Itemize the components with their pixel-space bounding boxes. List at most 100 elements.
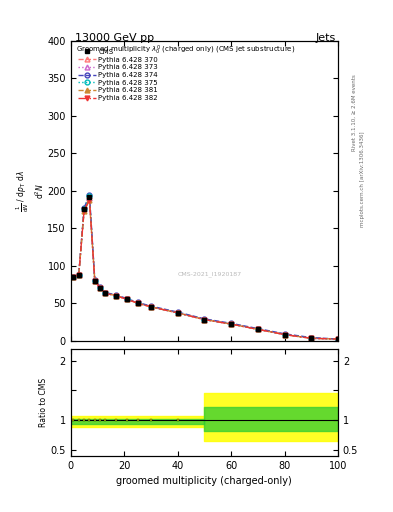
Pythia 6.428 382 <box>103 290 108 296</box>
Pythia 6.428 374 <box>76 271 81 278</box>
Legend: CMS, Pythia 6.428 370, Pythia 6.428 373, Pythia 6.428 374, Pythia 6.428 375, Pyt: CMS, Pythia 6.428 370, Pythia 6.428 373,… <box>77 48 160 102</box>
Pythia 6.428 381 <box>149 304 153 310</box>
Pythia 6.428 381 <box>175 310 180 316</box>
Pythia 6.428 375 <box>125 296 129 303</box>
Pythia 6.428 373 <box>98 285 103 291</box>
Pythia 6.428 373 <box>125 296 129 303</box>
Text: Rivet 3.1.10, ≥ 2.6M events: Rivet 3.1.10, ≥ 2.6M events <box>352 74 357 151</box>
Pythia 6.428 374 <box>71 274 76 280</box>
Pythia 6.428 382 <box>255 326 260 332</box>
Pythia 6.428 375 <box>175 310 180 316</box>
Pythia 6.428 381 <box>76 272 81 279</box>
Pythia 6.428 370 <box>202 316 207 323</box>
Text: mcplots.cern.ch [arXiv:1306.3436]: mcplots.cern.ch [arXiv:1306.3436] <box>360 132 365 227</box>
Pythia 6.428 375 <box>282 331 287 337</box>
Line: Pythia 6.428 381: Pythia 6.428 381 <box>71 198 340 342</box>
CMS <box>202 316 207 323</box>
Pythia 6.428 374 <box>282 331 287 337</box>
Pythia 6.428 370 <box>255 326 260 332</box>
Pythia 6.428 382 <box>202 316 207 323</box>
CMS <box>175 310 180 316</box>
Pythia 6.428 381 <box>87 198 92 204</box>
CMS <box>98 285 103 291</box>
Pythia 6.428 370 <box>175 310 180 316</box>
Pythia 6.428 370 <box>149 304 153 310</box>
CMS <box>114 292 119 298</box>
CMS <box>92 278 97 284</box>
Pythia 6.428 375 <box>98 285 103 291</box>
Pythia 6.428 375 <box>309 335 314 342</box>
Pythia 6.428 370 <box>87 195 92 201</box>
Y-axis label: Ratio to CMS: Ratio to CMS <box>39 378 48 426</box>
Pythia 6.428 373 <box>309 335 314 342</box>
Pythia 6.428 382 <box>149 304 153 310</box>
CMS <box>229 321 233 327</box>
Pythia 6.428 373 <box>82 206 86 212</box>
Y-axis label: $\frac{1}{\mathrm{d}N}$ / $\mathrm{d}p_\mathrm{T}$ $\mathrm{d}\lambda$
$\mathrm{: $\frac{1}{\mathrm{d}N}$ / $\mathrm{d}p_\… <box>15 170 46 212</box>
Pythia 6.428 374 <box>98 284 103 290</box>
Pythia 6.428 381 <box>282 331 287 337</box>
Pythia 6.428 374 <box>175 309 180 315</box>
Pythia 6.428 370 <box>125 296 129 303</box>
Pythia 6.428 374 <box>114 292 119 298</box>
Pythia 6.428 373 <box>103 290 108 296</box>
Pythia 6.428 373 <box>336 336 340 342</box>
Pythia 6.428 370 <box>309 335 314 342</box>
Pythia 6.428 375 <box>202 316 207 323</box>
Pythia 6.428 375 <box>71 274 76 280</box>
Pythia 6.428 382 <box>336 336 340 342</box>
Pythia 6.428 375 <box>255 326 260 332</box>
Pythia 6.428 375 <box>103 290 108 296</box>
Pythia 6.428 370 <box>103 290 108 296</box>
Pythia 6.428 374 <box>92 277 97 283</box>
Pythia 6.428 382 <box>76 271 81 278</box>
Pythia 6.428 382 <box>282 331 287 337</box>
Pythia 6.428 370 <box>92 278 97 284</box>
Pythia 6.428 374 <box>103 290 108 296</box>
Pythia 6.428 381 <box>98 285 103 291</box>
Text: CMS-2021_I1920187: CMS-2021_I1920187 <box>178 272 242 278</box>
Pythia 6.428 382 <box>135 300 140 306</box>
Pythia 6.428 374 <box>336 336 340 342</box>
Line: CMS: CMS <box>71 195 340 342</box>
Pythia 6.428 382 <box>82 207 86 214</box>
Pythia 6.428 381 <box>229 321 233 327</box>
Text: Groomed multiplicity $\lambda_0^0$ (charged only) (CMS jet substructure): Groomed multiplicity $\lambda_0^0$ (char… <box>76 44 296 57</box>
Pythia 6.428 381 <box>309 335 314 342</box>
Pythia 6.428 374 <box>202 316 207 322</box>
Pythia 6.428 381 <box>114 292 119 298</box>
Pythia 6.428 374 <box>309 334 314 340</box>
Pythia 6.428 381 <box>336 336 340 342</box>
Pythia 6.428 373 <box>175 310 180 316</box>
Pythia 6.428 370 <box>282 331 287 337</box>
Pythia 6.428 370 <box>71 274 76 280</box>
Pythia 6.428 381 <box>135 300 140 306</box>
Pythia 6.428 381 <box>255 326 260 332</box>
Pythia 6.428 374 <box>229 320 233 326</box>
Pythia 6.428 373 <box>87 195 92 201</box>
Pythia 6.428 382 <box>175 310 180 316</box>
Pythia 6.428 375 <box>92 278 97 284</box>
Pythia 6.428 375 <box>149 304 153 310</box>
Text: Jets: Jets <box>316 33 336 44</box>
Pythia 6.428 370 <box>98 285 103 291</box>
Pythia 6.428 382 <box>87 197 92 203</box>
Pythia 6.428 373 <box>149 304 153 310</box>
Line: Pythia 6.428 382: Pythia 6.428 382 <box>71 197 340 342</box>
CMS <box>71 274 76 280</box>
CMS <box>87 194 92 200</box>
Pythia 6.428 375 <box>82 206 86 212</box>
Pythia 6.428 373 <box>282 331 287 337</box>
Pythia 6.428 373 <box>92 278 97 284</box>
CMS <box>76 271 81 278</box>
CMS <box>282 331 287 337</box>
Pythia 6.428 382 <box>229 321 233 327</box>
CMS <box>103 290 108 296</box>
Pythia 6.428 382 <box>98 285 103 291</box>
Pythia 6.428 370 <box>336 336 340 342</box>
Pythia 6.428 370 <box>114 292 119 298</box>
Pythia 6.428 374 <box>87 191 92 198</box>
CMS <box>149 304 153 310</box>
Pythia 6.428 375 <box>229 321 233 327</box>
Text: 13000 GeV pp: 13000 GeV pp <box>75 33 154 44</box>
